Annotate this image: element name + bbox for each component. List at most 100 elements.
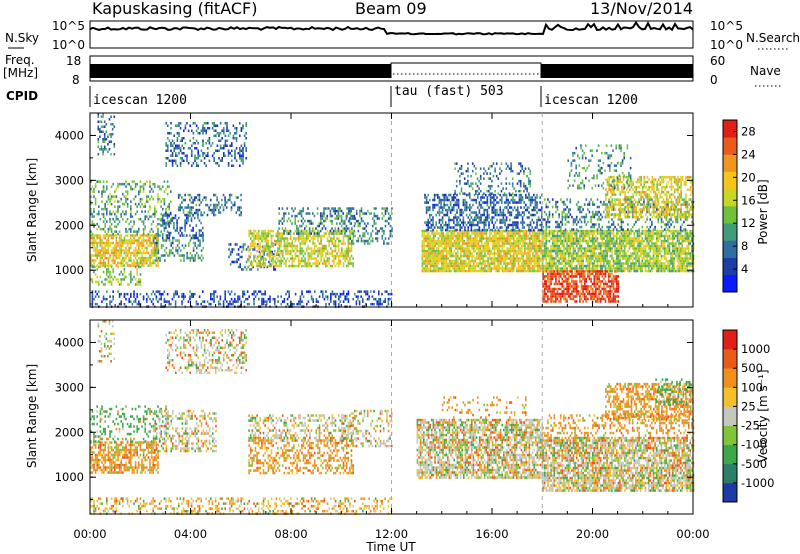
heatmap-cell [538,232,541,235]
heatmap-cell [463,242,465,245]
heatmap-cell [133,251,135,255]
heatmap-cell [117,222,119,226]
heatmap-cell [123,202,126,206]
heatmap-cell [524,232,526,235]
heatmap-cell [453,226,455,229]
heatmap-cell [157,227,159,231]
heatmap-cell [331,254,334,258]
heatmap-cell [214,193,217,197]
heatmap-cell [423,259,425,263]
heatmap-cell [283,239,286,243]
heatmap-cell [453,242,456,245]
heatmap-cell [107,275,110,279]
heatmap-cell [237,258,240,261]
heatmap-cell [104,265,106,269]
heatmap-cell [108,148,111,151]
heatmap-cell [521,198,524,202]
heatmap-cell [342,257,345,260]
heatmap-cell [469,208,471,212]
heatmap-cell [134,297,137,301]
heatmap-cell [103,140,106,143]
heatmap-cell [168,251,171,255]
heatmap-cell [384,212,387,215]
heatmap-cell [291,247,294,250]
heatmap-cell [515,208,517,212]
heatmap-cell [545,254,548,258]
heatmap-cell [342,237,345,240]
heatmap-cell [283,214,285,218]
heatmap-cell [381,227,384,230]
heatmap-cell [548,257,551,260]
heatmap-cell [460,259,462,263]
heatmap-cell [501,257,504,260]
heatmap-cell [296,227,298,230]
heatmap-cell [120,300,122,303]
heatmap-cell [370,234,372,238]
heatmap-cell [273,264,276,268]
heatmap-cell [256,262,258,265]
heatmap-cell [345,247,348,250]
heatmap-cell [278,247,281,250]
heatmap-cell [462,221,465,224]
heatmap-cell [136,261,138,265]
heatmap-cell [522,264,525,268]
heatmap-cell [373,212,376,215]
heatmap-cell [431,229,433,233]
heatmap-cell [176,251,179,255]
heatmap-cell [432,252,435,255]
heatmap-cell [179,203,182,207]
heatmap-cell [421,244,424,248]
heatmap-cell [354,234,356,238]
heatmap-cell [126,283,129,286]
heatmap-cell [195,164,198,167]
heatmap-cell [524,264,526,268]
heatmap-cell [157,222,159,226]
heatmap-cell [313,234,316,238]
heatmap-cell [138,302,140,306]
heatmap-cell [115,241,118,245]
heatmap-cell [176,164,179,167]
heatmap-cell [430,213,433,217]
heatmap-cell [176,147,179,150]
heatmap-cell [248,247,250,250]
heatmap-cell [553,247,556,250]
heatmap-cell [96,222,98,226]
heatmap-cell [325,262,327,265]
heatmap-cell [329,264,332,268]
heatmap-cell [450,262,453,265]
heatmap-cell [509,244,512,248]
heatmap-cell [293,232,295,235]
heatmap-cell [471,162,474,165]
heatmap-cell [466,234,469,238]
heatmap-cell [197,208,199,212]
heatmap-cell [237,300,239,303]
heatmap-cell [509,223,511,227]
heatmap-cell [448,218,450,222]
heatmap-cell [110,265,113,269]
heatmap-cell [139,205,142,208]
heatmap-cell [198,231,201,235]
heatmap-cell [427,218,429,222]
heatmap-cell [110,195,113,198]
heatmap-cell [194,241,196,245]
heatmap-cell [469,234,472,238]
heatmap-cell [109,264,111,267]
heatmap-cell [168,212,170,216]
heatmap-cell [500,169,503,173]
heatmap-cell [170,122,172,125]
heatmap-cell [224,134,227,137]
heatmap-cell [117,264,119,267]
heatmap-cell [362,212,364,215]
heatmap-cell [107,197,110,201]
heatmap-cell [315,264,318,268]
heatmap-cell [136,292,138,296]
heatmap-cell [240,206,242,209]
heatmap-cell [512,234,515,238]
heatmap-cell [445,267,448,270]
heatmap-cell [101,212,103,216]
heatmap-cell [500,249,502,253]
heatmap-cell [489,201,492,204]
heatmap-cell [432,206,434,209]
heatmap-cell [219,211,222,214]
heatmap-cell [475,189,477,193]
